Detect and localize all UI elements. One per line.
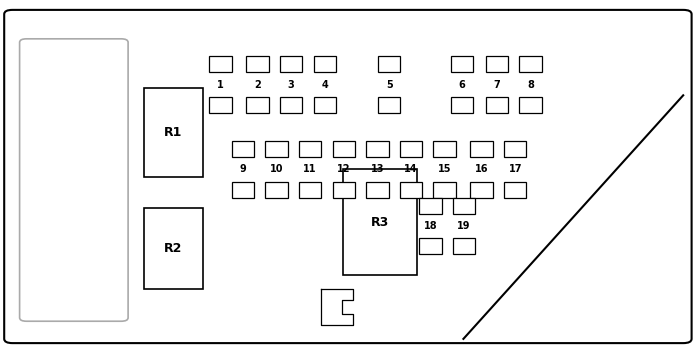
Text: 4: 4 — [321, 80, 328, 90]
Text: 17: 17 — [508, 164, 522, 174]
Bar — [504, 141, 526, 157]
Text: 18: 18 — [424, 221, 438, 231]
Bar — [433, 141, 456, 157]
Bar — [144, 88, 203, 176]
Bar — [366, 141, 389, 157]
Bar — [366, 182, 389, 198]
Text: 15: 15 — [438, 164, 452, 174]
Bar — [209, 56, 232, 72]
Bar — [419, 238, 442, 254]
Bar — [504, 182, 526, 198]
Bar — [265, 141, 288, 157]
Bar — [453, 198, 475, 214]
Text: 2: 2 — [254, 80, 261, 90]
Text: 11: 11 — [303, 164, 317, 174]
Bar — [486, 56, 508, 72]
Bar — [433, 182, 456, 198]
Text: 1: 1 — [217, 80, 224, 90]
Bar — [314, 97, 336, 113]
Bar — [470, 182, 493, 198]
Text: 8: 8 — [527, 80, 534, 90]
Bar — [299, 182, 321, 198]
Bar — [232, 182, 254, 198]
Bar — [400, 141, 422, 157]
Bar — [451, 97, 473, 113]
Text: 16: 16 — [475, 164, 489, 174]
Text: 14: 14 — [404, 164, 418, 174]
Bar — [519, 56, 542, 72]
Bar — [232, 141, 254, 157]
Text: 3: 3 — [288, 80, 295, 90]
Bar — [280, 97, 302, 113]
Bar — [332, 141, 355, 157]
Bar — [378, 97, 400, 113]
Bar — [419, 198, 442, 214]
Bar — [453, 238, 475, 254]
Text: 12: 12 — [337, 164, 351, 174]
Bar — [246, 56, 269, 72]
Bar — [144, 208, 203, 289]
Bar — [265, 182, 288, 198]
Text: 6: 6 — [458, 80, 466, 90]
Bar — [343, 169, 416, 275]
Bar — [209, 97, 232, 113]
Text: R3: R3 — [370, 216, 389, 229]
Bar — [400, 182, 422, 198]
Bar — [280, 56, 302, 72]
Bar — [332, 182, 355, 198]
Bar — [314, 56, 336, 72]
Text: 9: 9 — [239, 164, 246, 174]
Bar — [378, 56, 400, 72]
FancyBboxPatch shape — [20, 39, 128, 321]
Text: 19: 19 — [457, 221, 471, 231]
Bar — [486, 97, 508, 113]
Bar — [519, 97, 542, 113]
Text: 10: 10 — [270, 164, 284, 174]
Text: R2: R2 — [164, 243, 183, 255]
Text: R1: R1 — [164, 126, 183, 139]
Bar — [451, 56, 473, 72]
Text: 7: 7 — [494, 80, 500, 90]
Text: 13: 13 — [370, 164, 384, 174]
Text: 5: 5 — [386, 80, 393, 90]
Bar — [470, 141, 493, 157]
Bar — [246, 97, 269, 113]
Bar — [299, 141, 321, 157]
FancyBboxPatch shape — [4, 10, 692, 343]
